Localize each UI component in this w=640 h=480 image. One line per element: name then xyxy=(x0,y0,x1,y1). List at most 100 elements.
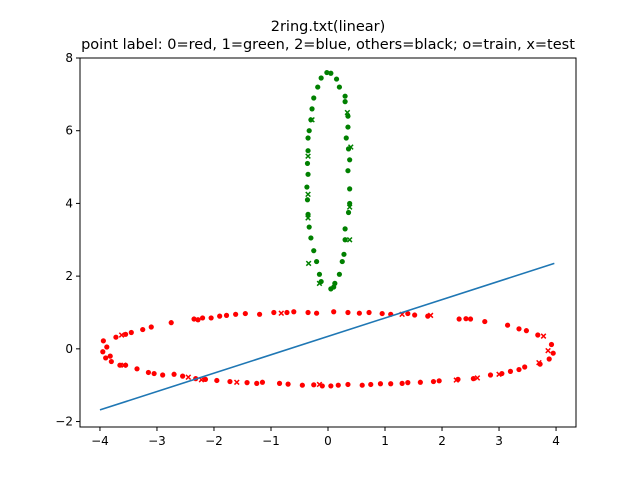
data-point xyxy=(535,332,541,338)
data-point xyxy=(540,333,547,339)
data-point xyxy=(412,312,418,318)
plot-area xyxy=(99,69,556,411)
data-point xyxy=(343,135,349,141)
data-point xyxy=(430,378,437,385)
data-point xyxy=(405,380,411,386)
data-point xyxy=(313,258,320,265)
data-point xyxy=(305,260,312,267)
data-point xyxy=(456,316,462,322)
data-point xyxy=(305,215,311,221)
data-point xyxy=(306,128,312,134)
series-green-train xyxy=(304,69,353,292)
data-point xyxy=(345,309,351,316)
data-point xyxy=(103,355,109,361)
data-point xyxy=(399,380,405,386)
y-tick-label: 8 xyxy=(65,51,73,65)
x-tick-label: 0 xyxy=(324,434,332,448)
data-point xyxy=(100,338,106,344)
data-point xyxy=(309,106,315,112)
data-point xyxy=(347,157,353,163)
data-point xyxy=(474,375,481,381)
data-point xyxy=(217,313,223,319)
data-point xyxy=(347,144,354,150)
data-point xyxy=(356,310,362,316)
data-point xyxy=(379,310,385,317)
data-point xyxy=(108,358,114,365)
data-point xyxy=(278,310,285,317)
data-point xyxy=(516,366,522,373)
data-point xyxy=(368,381,374,388)
data-point xyxy=(536,359,542,366)
data-point xyxy=(324,69,330,76)
x-tick-label: −3 xyxy=(148,434,166,448)
data-point xyxy=(388,381,394,387)
data-point xyxy=(104,344,110,350)
data-point xyxy=(345,381,351,388)
x-tick-label: 4 xyxy=(552,434,560,448)
data-point xyxy=(227,378,233,385)
x-axis: −4 −3 −2 −1 0 1 2 3 4 xyxy=(91,427,560,448)
data-point xyxy=(305,171,311,177)
data-point xyxy=(117,362,123,368)
data-point xyxy=(308,117,314,123)
data-point xyxy=(342,99,348,105)
data-point xyxy=(180,373,186,379)
data-point xyxy=(345,168,351,174)
data-point xyxy=(467,316,474,322)
y-axis: −2 0 2 4 6 8 xyxy=(55,51,80,429)
data-point xyxy=(319,383,325,389)
data-point xyxy=(436,378,442,384)
data-point xyxy=(305,191,311,198)
data-point xyxy=(223,312,230,318)
data-point xyxy=(546,356,552,362)
data-point xyxy=(463,316,469,322)
data-point xyxy=(148,324,154,330)
data-point xyxy=(333,76,340,82)
data-point xyxy=(315,84,321,90)
data-point xyxy=(305,309,311,316)
data-point xyxy=(550,350,556,356)
data-point xyxy=(331,309,337,315)
series-red-test xyxy=(118,310,551,388)
data-point xyxy=(128,329,134,336)
data-point xyxy=(244,380,250,386)
data-point xyxy=(344,109,351,116)
data-point xyxy=(482,318,488,325)
decision-line xyxy=(99,262,555,411)
data-point xyxy=(341,251,347,257)
data-point xyxy=(335,382,341,388)
data-point xyxy=(507,368,514,374)
x-tick-label: 1 xyxy=(381,434,389,448)
data-point xyxy=(359,382,365,388)
series-green-test xyxy=(305,109,354,287)
data-point xyxy=(331,284,337,290)
data-point xyxy=(304,197,311,203)
data-point xyxy=(271,309,277,316)
data-point xyxy=(347,186,353,192)
data-point xyxy=(256,311,263,317)
data-point xyxy=(342,93,348,99)
data-point xyxy=(417,379,423,385)
x-tick-label: −1 xyxy=(262,434,280,448)
data-point xyxy=(305,148,311,154)
data-point xyxy=(318,75,324,81)
data-point xyxy=(487,372,494,378)
data-point xyxy=(311,382,317,388)
data-point xyxy=(140,326,146,333)
data-point xyxy=(100,349,106,355)
data-point xyxy=(342,226,348,232)
x-tick-label: −4 xyxy=(91,434,109,448)
x-tick-label: 2 xyxy=(438,434,446,448)
data-point xyxy=(160,372,166,378)
data-point xyxy=(168,320,174,326)
data-point xyxy=(259,379,266,385)
data-point xyxy=(313,310,320,316)
data-point xyxy=(523,328,530,334)
data-point xyxy=(214,377,220,384)
data-point xyxy=(366,309,372,316)
data-point xyxy=(548,341,555,348)
y-tick-label: 4 xyxy=(65,196,73,210)
chart-title: 2ring.txt(linear) xyxy=(271,19,386,35)
data-point xyxy=(316,381,323,388)
